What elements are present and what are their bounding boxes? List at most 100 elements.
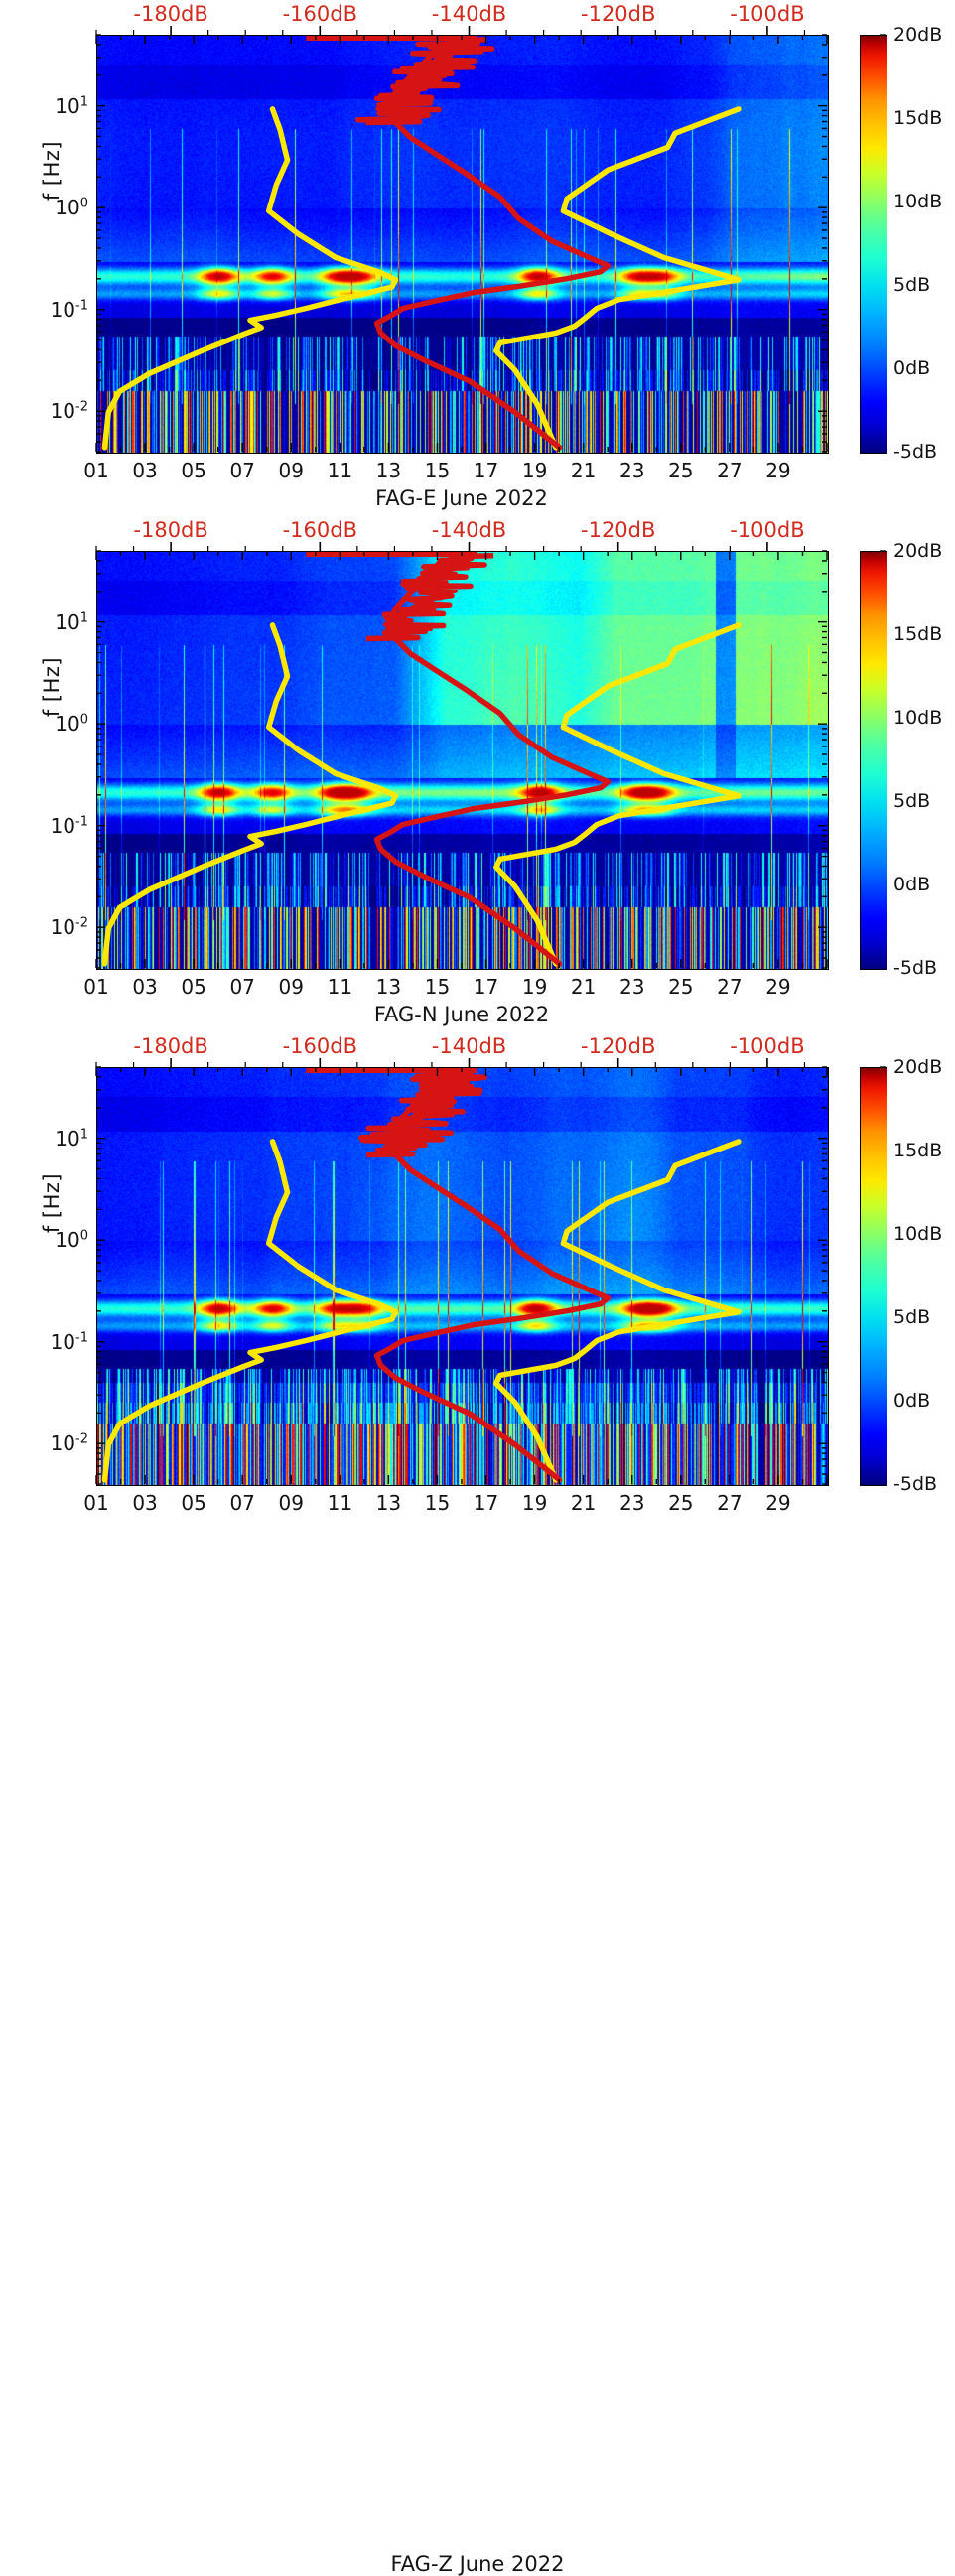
top-db-axis-labels: -180dB -160dB -140dB -120dB -100dB — [0, 1034, 955, 1062]
colorbar-tick-label: 15dB — [893, 107, 943, 129]
noise-curve-low-noise-model-right-branch — [493, 106, 742, 451]
y-tick-label: 10-1 — [50, 297, 88, 322]
y-tick-label: 10-2 — [50, 399, 88, 424]
top-db-axis-labels: -180dB -160dB -140dB -120dB -100dB — [0, 2, 955, 30]
panel-title: FAG-Z June 2022 — [390, 2552, 565, 2576]
noise-curve-low-noise-model-right-branch — [493, 622, 742, 967]
x-tick-label: 29 — [765, 459, 791, 482]
x-tick-labels: 01 03 05 07 09 11 13 15 17 19 21 23 25 27 29 — [0, 975, 955, 1005]
x-tick-label: 07 — [229, 459, 255, 482]
noise-curve-low-noise-model — [101, 106, 399, 451]
colorbar — [860, 551, 887, 970]
colorbar-tick-label: 15dB — [893, 623, 943, 645]
noise-curve-top-smear — [306, 1068, 478, 1073]
y-tick-label: 10-2 — [50, 1431, 88, 1456]
top-db-tick-label: -180dB — [133, 518, 208, 542]
x-tick-label: 01 — [83, 1491, 109, 1515]
colorbar-tick-label: 10dB — [893, 1223, 943, 1245]
top-db-tick-label: -140dB — [431, 1034, 507, 1058]
colorbar-tick-label: 0dB — [893, 357, 931, 379]
plot-area — [96, 35, 829, 454]
x-tick-label: 07 — [229, 975, 255, 999]
noise-curve-top-smear — [306, 552, 478, 557]
x-tick-label: 09 — [278, 975, 304, 999]
noise-curve-low-noise-model — [101, 1139, 399, 1483]
y-tick-label: 10-1 — [50, 813, 88, 838]
top-db-axis-labels: -180dB -160dB -140dB -120dB -100dB — [0, 518, 955, 546]
x-tick-label: 03 — [132, 459, 158, 482]
colorbar-tick-label: -5dB — [893, 441, 938, 463]
y-tick-label: 10-2 — [50, 915, 88, 940]
colorbar-tick-label: 5dB — [893, 274, 931, 296]
colorbar-tick-label: 10dB — [893, 191, 943, 212]
x-tick-label: 01 — [83, 975, 109, 999]
colorbar-tick-labels: 20dB 15dB 10dB 5dB 0dB -5dB — [893, 516, 955, 1032]
top-db-tick-label: -180dB — [133, 2, 208, 26]
x-tick-label: 27 — [717, 1491, 743, 1515]
x-tick-labels: 01 03 05 07 09 11 13 15 17 19 21 23 25 27 29 — [0, 459, 955, 488]
x-tick-label: 17 — [473, 975, 499, 999]
x-tick-label: 25 — [668, 1491, 694, 1515]
x-tick-label: 21 — [570, 975, 597, 999]
top-db-tick-label: -180dB — [133, 1034, 208, 1058]
x-tick-label: 11 — [327, 1491, 353, 1515]
y-tick-label: 101 — [55, 610, 88, 634]
x-tick-label: 23 — [618, 459, 645, 482]
x-tick-label: 13 — [375, 975, 402, 999]
x-tick-label: 19 — [521, 975, 548, 999]
x-tick-label: 29 — [765, 1491, 791, 1515]
spectrogram-image — [97, 36, 828, 453]
colorbar-tick-label: -5dB — [893, 1473, 938, 1495]
colorbar-tick-label: 20dB — [893, 540, 943, 562]
x-tick-label: 17 — [473, 459, 499, 482]
spectrogram-panel-z: -180dB -160dB -140dB -120dB -100dB 101 100 10-… — [0, 1032, 955, 2576]
noise-curve-low-noise-model — [101, 622, 399, 967]
y-axis-label: f [Hz] — [40, 140, 64, 202]
y-tick-label: 10-1 — [50, 1329, 88, 1354]
x-tick-label: 15 — [424, 975, 451, 999]
colorbar-tick-label: 20dB — [893, 24, 943, 46]
colorbar-tick-label: 20dB — [893, 1056, 943, 1078]
y-tick-labels: 101 100 10-1 10-2 — [0, 1032, 96, 1549]
colorbar-tick-label: 15dB — [893, 1140, 943, 1161]
y-tick-label: 101 — [55, 93, 88, 118]
colorbar-tick-label: -5dB — [893, 957, 938, 979]
x-tick-label: 23 — [618, 975, 645, 999]
x-tick-label: 07 — [229, 1491, 255, 1515]
top-db-tick-label: -120dB — [581, 2, 656, 26]
top-db-tick-label: -120dB — [581, 518, 656, 542]
x-tick-label: 23 — [618, 1491, 645, 1515]
noise-curve-low-noise-model-right-branch — [493, 1139, 742, 1483]
x-tick-label: 09 — [278, 459, 304, 482]
x-tick-label: 19 — [521, 459, 548, 482]
noise-model-curves — [101, 552, 742, 967]
colorbar-tick-label: 5dB — [893, 1306, 931, 1328]
x-tick-label: 13 — [375, 1491, 402, 1515]
x-tick-label: 25 — [668, 975, 694, 999]
noise-model-curves — [101, 36, 742, 451]
x-tick-label: 25 — [668, 459, 694, 482]
x-tick-label: 27 — [717, 975, 743, 999]
x-tick-label: 11 — [327, 975, 353, 999]
colorbar-tick-labels: 20dB 15dB 10dB 5dB 0dB -5dB — [893, 1032, 955, 1549]
x-tick-label: 15 — [424, 1491, 451, 1515]
panel-title: FAG-N June 2022 — [373, 1003, 550, 1026]
y-axis-label: f [Hz] — [40, 656, 64, 718]
colorbar-tick-label: 0dB — [893, 1390, 931, 1412]
colorbar-tick-label: 0dB — [893, 874, 931, 895]
spectrogram-image — [97, 1068, 828, 1485]
top-db-tick-label: -160dB — [282, 1034, 357, 1058]
y-tick-label: 100 — [55, 196, 88, 220]
x-tick-label: 11 — [327, 459, 353, 482]
colorbar-tick-label: 10dB — [893, 707, 943, 729]
top-db-tick-label: -160dB — [282, 2, 357, 26]
noise-curve-high-noise-model-tail — [365, 552, 494, 642]
top-db-tick-label: -140dB — [431, 518, 507, 542]
noise-curve-high-noise-model-tail — [354, 36, 495, 126]
y-tick-label: 100 — [55, 712, 88, 737]
x-tick-label: 05 — [181, 1491, 206, 1515]
spectrogram-panel-n: -180dB -160dB -140dB -120dB -100dB 101 100 10-… — [0, 516, 955, 1031]
spectrogram-image — [97, 552, 828, 969]
x-tick-label: 13 — [375, 459, 402, 482]
